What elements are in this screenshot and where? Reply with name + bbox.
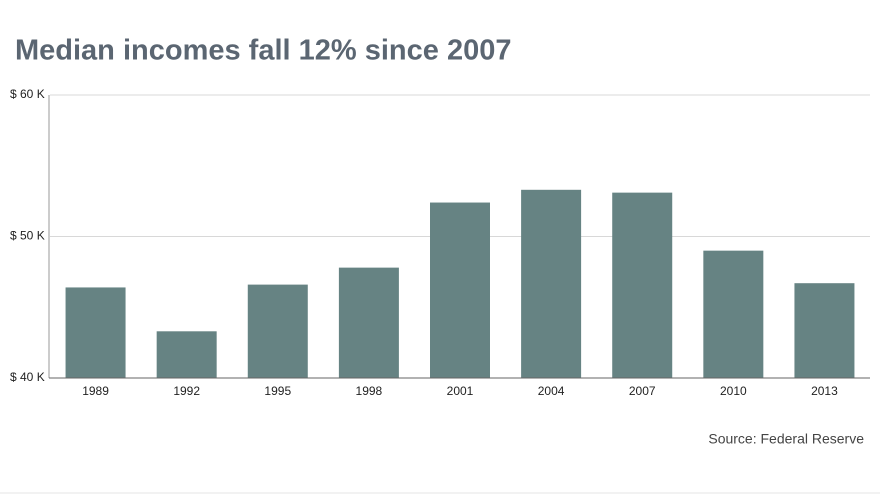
bar [612, 192, 673, 378]
x-tick-label: 1989 [82, 384, 109, 398]
bar [156, 331, 217, 378]
x-tick-label: 2007 [629, 384, 656, 398]
bar [247, 284, 308, 378]
x-tick-label: 2010 [720, 384, 747, 398]
bar [338, 267, 399, 378]
y-tick-label: $ 50 K [10, 229, 45, 243]
x-tick-label: 1995 [264, 384, 291, 398]
bar [521, 189, 582, 378]
chart-title: Median incomes fall 12% since 2007 [15, 35, 511, 67]
y-tick-label: $ 60 K [10, 87, 45, 101]
bar [430, 202, 490, 378]
x-tick-label: 2004 [538, 384, 565, 398]
x-tick-label: 2001 [447, 384, 474, 398]
x-tick-label: 2013 [811, 384, 838, 398]
x-tick-label: 1992 [173, 384, 200, 398]
bar [794, 283, 855, 378]
source-note: Source: Federal Reserve [708, 431, 864, 447]
x-tick-label: 1998 [356, 384, 383, 398]
bar [703, 250, 764, 378]
y-tick-label: $ 40 K [10, 370, 45, 384]
bar [65, 287, 126, 378]
